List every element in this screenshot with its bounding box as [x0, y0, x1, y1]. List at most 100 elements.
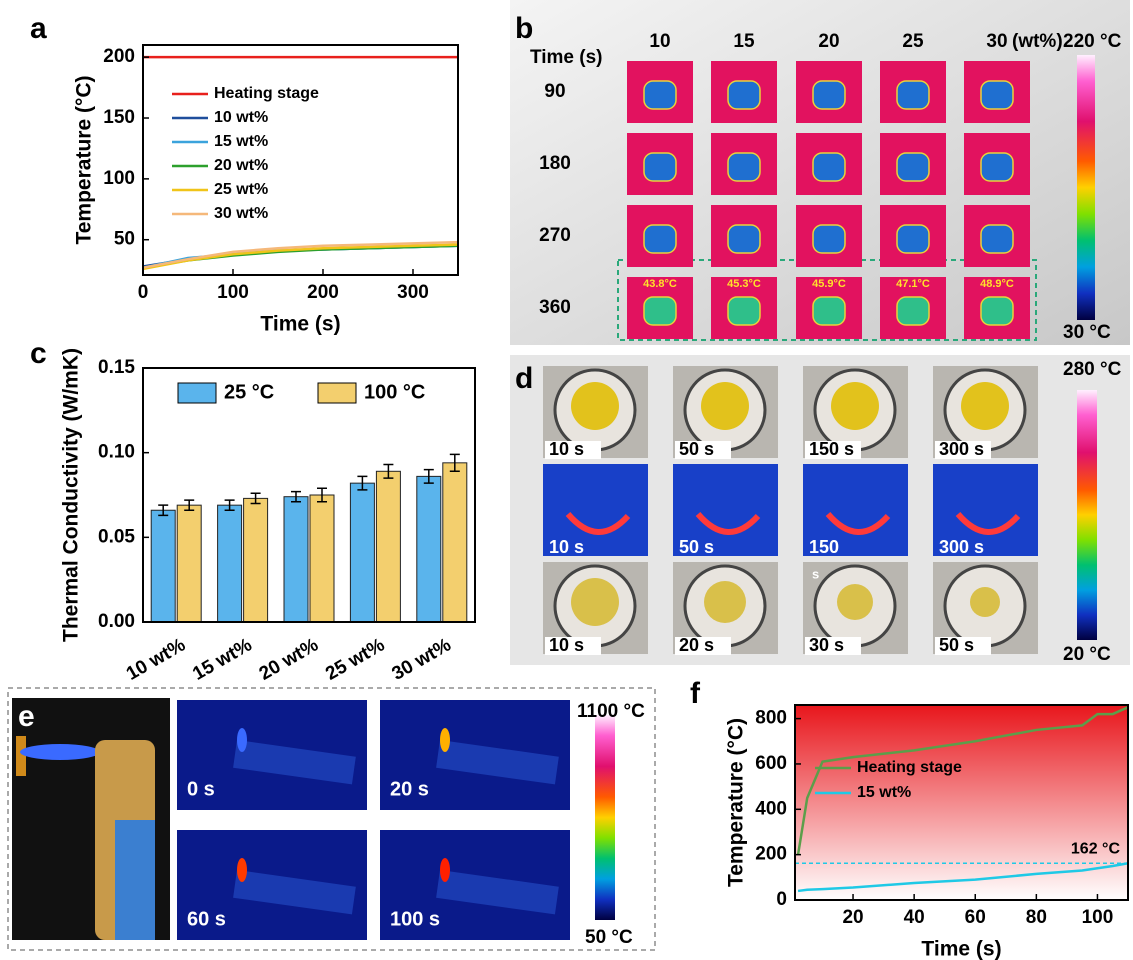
colorbar-min: 50 °C	[585, 927, 633, 948]
legend-label: 15 wt%	[214, 133, 268, 150]
caption: 20 s	[390, 778, 429, 800]
column-label: 15	[733, 31, 755, 52]
hot-spot	[440, 728, 450, 752]
colorbar	[1077, 390, 1097, 640]
legend-label: 20 wt%	[214, 157, 268, 174]
y-axis-label: Temperature (°C)	[725, 718, 748, 887]
torch-nozzle	[16, 736, 26, 776]
sample-spot	[644, 225, 676, 253]
legend-label: 10 wt%	[214, 109, 268, 126]
temperature-label: 47.1°C	[896, 278, 930, 290]
legend-label: 100 °C	[364, 381, 425, 403]
y-axis-label: Temperature (°C)	[73, 75, 96, 244]
caption: 10 s	[549, 439, 584, 459]
caption-fragment: s	[812, 566, 819, 581]
legend-label: 30 wt%	[214, 205, 268, 222]
sample-spot	[813, 297, 845, 325]
x-tick-label: 100	[217, 282, 249, 303]
reference-label: 162 °C	[1071, 840, 1121, 857]
x-tick-label: 20	[842, 907, 863, 928]
caption: 150	[809, 537, 839, 557]
time-header: Time (s)	[530, 47, 603, 68]
caption: 100 s	[390, 908, 440, 930]
unit-label: (wt%)	[1012, 31, 1063, 52]
x-tick-label: 100	[1082, 907, 1114, 928]
bar	[151, 510, 175, 622]
caption: 300 s	[939, 537, 984, 557]
caption: 30 s	[809, 635, 844, 655]
sample-spot	[981, 153, 1013, 181]
temperature-label: 45.9°C	[812, 278, 846, 290]
caption: 0 s	[187, 778, 215, 800]
sample-spot	[728, 81, 760, 109]
y-tick-label: 100	[103, 168, 135, 189]
hot-spot	[440, 858, 450, 882]
sample-spot	[813, 81, 845, 109]
bar	[177, 505, 201, 622]
panel-label: c	[30, 337, 47, 370]
sample-spot	[897, 297, 929, 325]
bar	[350, 483, 374, 622]
bar	[443, 463, 467, 622]
x-tick-label: 20 wt%	[256, 634, 322, 684]
panel-label: f	[690, 677, 701, 710]
colorbar-min: 20 °C	[1063, 644, 1111, 665]
bar	[244, 498, 268, 622]
row-label: 90	[544, 81, 565, 102]
legend-swatch	[178, 383, 216, 403]
y-tick-label: 200	[755, 844, 787, 865]
x-axis-label: Time (s)	[260, 313, 340, 336]
flower	[831, 382, 879, 430]
bar	[376, 471, 400, 622]
sample-spot	[644, 81, 676, 109]
x-tick-label: 300	[397, 282, 429, 303]
legend-label: Heating stage	[214, 85, 319, 102]
colorbar-max: 280 °C	[1063, 359, 1122, 380]
flower	[571, 578, 619, 626]
sample-spot	[728, 153, 760, 181]
column-label: 20	[818, 31, 839, 52]
caption: 10 s	[549, 635, 584, 655]
x-tick-label: 30 wt%	[389, 634, 455, 684]
flame	[20, 744, 100, 760]
hot-spot	[237, 728, 247, 752]
y-tick-label: 600	[755, 753, 787, 774]
sample-spot	[981, 225, 1013, 253]
x-tick-label: 200	[307, 282, 339, 303]
flower	[571, 382, 619, 430]
x-tick-label: 25 wt%	[322, 634, 388, 684]
legend-label: 15 wt%	[857, 784, 911, 801]
column-label: 30	[986, 31, 1007, 52]
column-label: 25	[902, 31, 924, 52]
caption: 50 s	[679, 537, 714, 557]
hot-spot	[237, 858, 247, 882]
sample-spot	[813, 153, 845, 181]
panel-label: e	[18, 700, 35, 733]
y-tick-label: 0	[776, 889, 787, 910]
bar	[218, 505, 242, 622]
sample-spot	[897, 81, 929, 109]
panel-label: a	[30, 12, 47, 45]
row-label: 180	[539, 153, 571, 174]
sample-spot	[813, 225, 845, 253]
figure: a501001502000100200300Time (s)Temperatur…	[0, 0, 1133, 960]
y-tick-label: 50	[114, 229, 135, 250]
sample-spot	[728, 297, 760, 325]
x-tick-label: 0	[138, 282, 149, 303]
sample-spot	[897, 225, 929, 253]
row-label: 270	[539, 225, 571, 246]
y-tick-label: 0.15	[98, 357, 135, 378]
legend-label: Heating stage	[857, 759, 962, 776]
x-tick-label: 15 wt%	[189, 634, 255, 684]
y-tick-label: 150	[103, 107, 135, 128]
flower	[701, 382, 749, 430]
caption: 50 s	[679, 439, 714, 459]
x-tick-label: 40	[904, 907, 925, 928]
y-tick-label: 0.00	[98, 611, 135, 632]
row-label: 360	[539, 297, 571, 318]
caption: 60 s	[187, 908, 226, 930]
temperature-label: 43.8°C	[643, 278, 677, 290]
caption: 300 s	[939, 439, 984, 459]
caption: 150 s	[809, 439, 854, 459]
colorbar-max: 220 °C	[1063, 31, 1122, 52]
